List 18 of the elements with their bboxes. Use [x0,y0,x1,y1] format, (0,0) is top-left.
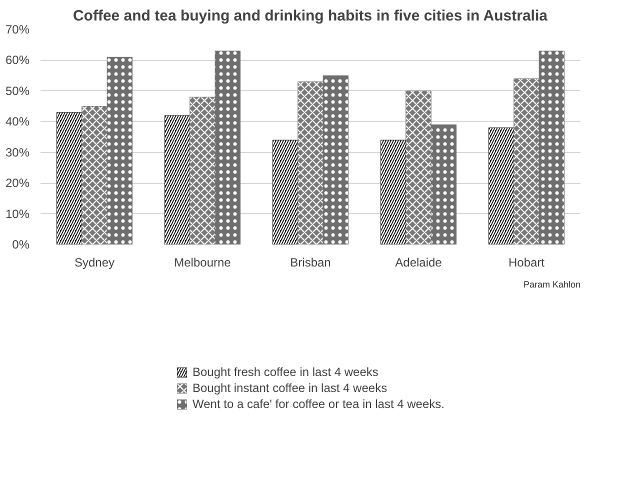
legend-label: Went to a cafe' for coffee or tea in last 4 weeks. [192,396,444,411]
x-tick-label: Brisban [290,256,331,270]
y-tick-label: 30% [5,145,30,160]
x-tick-label: Melbourne [174,256,232,270]
legend-label: Bought fresh coffee in last 4 weeks [192,364,378,379]
y-tick-label: 50% [5,84,30,98]
y-tick-label: 0% [12,238,30,252]
y-tick-label: 70% [5,22,30,36]
y-tick-label: 10% [5,206,30,221]
y-tick-label: 40% [5,114,30,129]
legend-label: Bought instant coffee in last 4 weeks [192,380,388,395]
y-tick-label: 20% [5,176,30,190]
x-tick-label: Hobart [508,256,546,270]
x-tick-label: Sydney [74,256,115,270]
y-tick-label: 60% [5,53,30,68]
x-tick-label: Adelaide [395,256,442,270]
text: Param Kahlon [523,280,581,290]
chart-title: Coffee and tea buying and drinking habits in five cities in Australia [72,8,548,24]
